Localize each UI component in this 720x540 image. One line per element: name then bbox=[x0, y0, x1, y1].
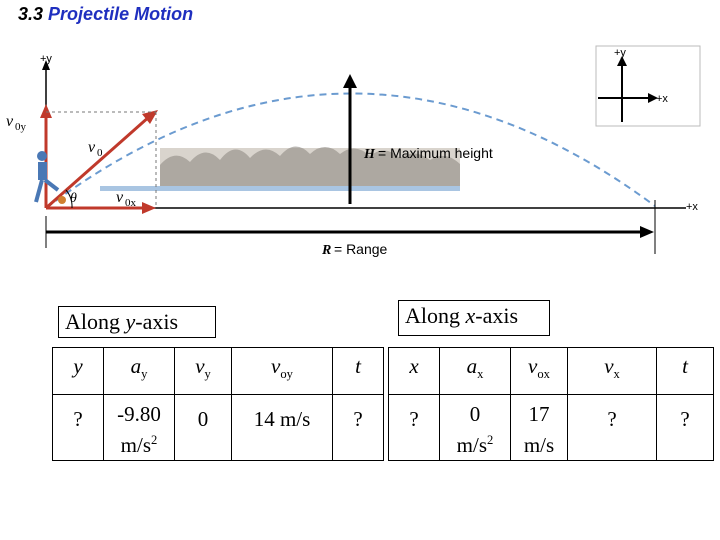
header-symbol: v bbox=[195, 354, 205, 378]
value-text: ? bbox=[353, 407, 363, 431]
table-value-row: ? 0 m/s2 17 m/s ? ? bbox=[388, 394, 714, 461]
along-y-axis-label: Along y-axis bbox=[58, 306, 216, 338]
along-x-prefix: Along bbox=[405, 303, 466, 328]
table-header-row: y ay vy voy t bbox=[52, 347, 384, 395]
table-value-cell: 0 m/s2 bbox=[439, 394, 511, 461]
header-subscript: x bbox=[613, 367, 620, 382]
height-text: = Maximum height bbox=[378, 145, 493, 161]
table-header-cell: x bbox=[388, 347, 440, 395]
along-y-suffix: -axis bbox=[135, 309, 179, 334]
table-value-cell: 14 m/s bbox=[231, 394, 333, 461]
height-symbol: H bbox=[363, 147, 376, 162]
header-subscript: y bbox=[204, 367, 211, 382]
value-superscript: 2 bbox=[487, 433, 494, 447]
table-value-cell: ? bbox=[388, 394, 440, 461]
value-text: 17 m/s bbox=[523, 402, 555, 457]
header-subscript: y bbox=[141, 367, 148, 382]
velocity-vectors bbox=[40, 104, 158, 214]
header-symbol: a bbox=[130, 354, 142, 378]
table-header-cell: vx bbox=[567, 347, 657, 395]
value-text: ? bbox=[607, 407, 617, 431]
range-text: = Range bbox=[334, 241, 388, 257]
along-x-axis-letter: x bbox=[465, 303, 476, 328]
table-header-row: x ax vox vx t bbox=[388, 347, 714, 395]
table-value-cell: ? bbox=[567, 394, 657, 461]
axis-x-label: +x bbox=[686, 201, 698, 213]
value-text: -9.80 m/s bbox=[117, 402, 161, 457]
value-text: ? bbox=[680, 407, 690, 431]
table-header-cell: t bbox=[656, 347, 714, 395]
v0y-label-sub: 0y bbox=[15, 121, 27, 133]
value-superscript: 2 bbox=[151, 433, 158, 447]
header-symbol: a bbox=[466, 354, 478, 378]
table-value-cell: 17 m/s bbox=[510, 394, 568, 461]
value-text: 14 m/s bbox=[253, 407, 311, 431]
table-value-cell: -9.80 m/s2 bbox=[103, 394, 175, 461]
value-text: ? bbox=[73, 407, 83, 431]
header-subscript: oy bbox=[280, 367, 293, 382]
table-header-cell: y bbox=[52, 347, 104, 395]
axis-y-label: +y bbox=[40, 53, 52, 65]
table-header-cell: ay bbox=[103, 347, 175, 395]
slide-title: 3.3 Projectile Motion bbox=[18, 4, 193, 25]
v0-label-v: v bbox=[88, 139, 96, 156]
header-symbol: v bbox=[528, 354, 538, 378]
value-text: ? bbox=[409, 407, 419, 431]
coordinate-inset: +y +x bbox=[595, 45, 701, 127]
v0x-label-sub: 0x bbox=[125, 197, 137, 209]
max-height-marker: H = Maximum height bbox=[343, 74, 493, 204]
table-header-cell: ax bbox=[439, 347, 511, 395]
header-subscript: x bbox=[477, 367, 484, 382]
projectile-figure: +y +x +y +x v 0y v 0 v 0x θ H bbox=[6, 45, 701, 258]
table-value-cell: ? bbox=[332, 394, 384, 461]
theta-label: θ bbox=[70, 191, 77, 206]
crowd-image bbox=[100, 146, 460, 191]
header-symbol: x bbox=[409, 354, 419, 378]
value-text: 0 m/s bbox=[456, 402, 488, 457]
header-symbol: v bbox=[604, 354, 614, 378]
kicker-figure bbox=[34, 151, 66, 204]
value-text: 0 bbox=[197, 407, 209, 431]
range-marker: R = Range bbox=[45, 200, 656, 258]
along-y-table: y ay vy voy t ? -9.80 m/s2 0 14 m/s ? bbox=[52, 347, 384, 461]
inset-y-label: +y bbox=[614, 47, 626, 59]
header-symbol: t bbox=[355, 354, 361, 378]
slide-topic: Projectile Motion bbox=[48, 4, 194, 24]
along-x-suffix: -axis bbox=[475, 303, 519, 328]
table-header-cell: voy bbox=[231, 347, 333, 395]
v0x-label-v: v bbox=[116, 189, 124, 206]
header-symbol: y bbox=[73, 354, 83, 378]
slide-number: 3.3 bbox=[18, 4, 44, 24]
inset-x-label: +x bbox=[656, 93, 668, 105]
along-x-axis-label: Along x-axis bbox=[398, 300, 550, 336]
table-header-cell: t bbox=[332, 347, 384, 395]
table-value-cell: 0 bbox=[174, 394, 232, 461]
along-y-axis-letter: y bbox=[125, 309, 136, 334]
v0-label-sub: 0 bbox=[97, 147, 103, 159]
along-y-prefix: Along bbox=[65, 309, 126, 334]
v0y-label-v: v bbox=[6, 113, 14, 130]
table-header-cell: vy bbox=[174, 347, 232, 395]
table-value-cell: ? bbox=[656, 394, 714, 461]
along-x-table: x ax vox vx t ? 0 m/s2 17 m/s ? ? bbox=[388, 347, 714, 461]
header-symbol: t bbox=[682, 354, 688, 378]
table-value-row: ? -9.80 m/s2 0 14 m/s ? bbox=[52, 394, 384, 461]
range-symbol: R bbox=[321, 243, 331, 258]
table-value-cell: ? bbox=[52, 394, 104, 461]
header-subscript: ox bbox=[537, 367, 550, 382]
header-symbol: v bbox=[271, 354, 281, 378]
table-header-cell: vox bbox=[510, 347, 568, 395]
